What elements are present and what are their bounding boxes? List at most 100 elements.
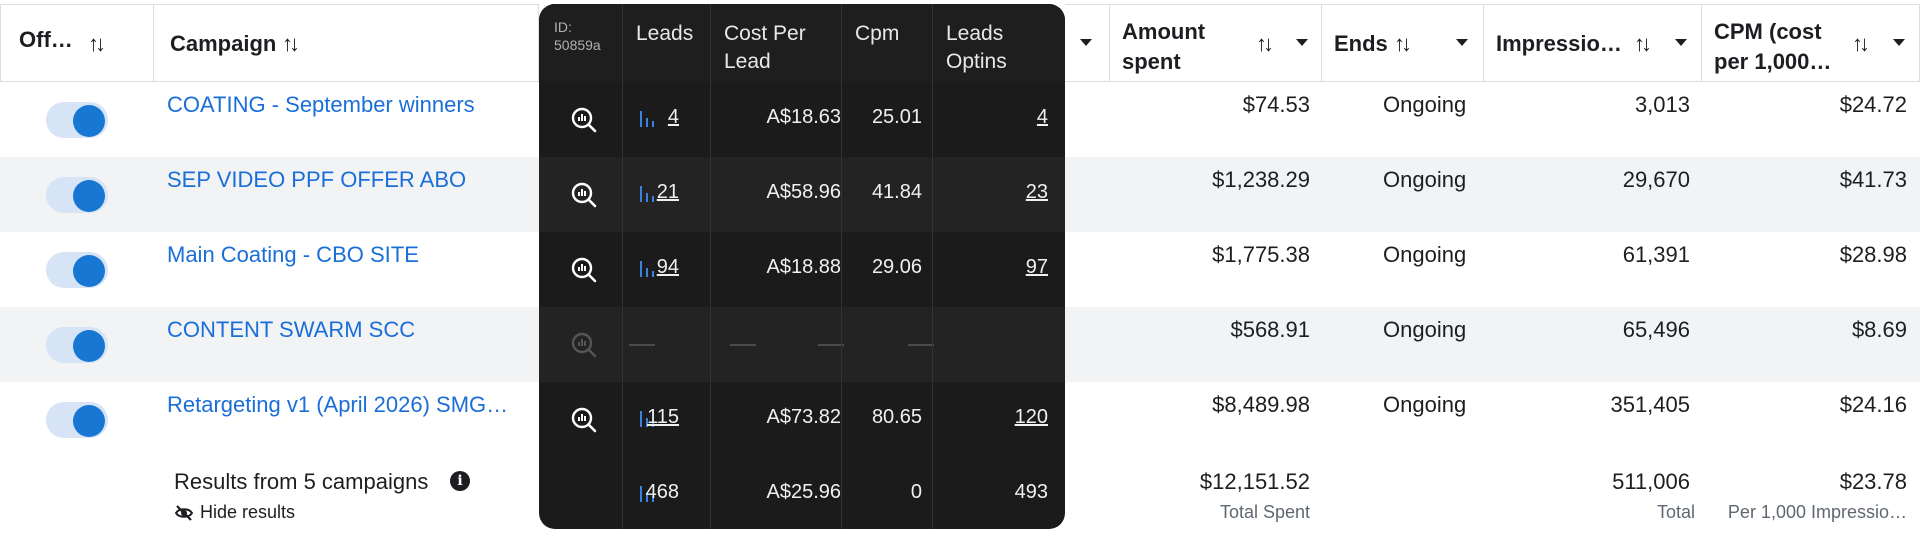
ends-cell: Ongoing bbox=[1383, 392, 1467, 417]
bar-chart-icon[interactable] bbox=[640, 184, 658, 202]
sort-arrows-icon[interactable]: ↑↓ bbox=[88, 31, 106, 56]
magnify-chart-icon[interactable] bbox=[569, 105, 599, 135]
overlay-header-cpm[interactable]: Cpm bbox=[855, 22, 900, 45]
overlay-cost-per-lead: A$73.82 bbox=[766, 406, 841, 428]
caret-down-icon[interactable] bbox=[1893, 39, 1905, 46]
overlay-id-label: ID: bbox=[554, 19, 572, 35]
overlay-row[interactable]: 115 A$73.82 80.65 120 bbox=[539, 382, 1065, 457]
overlay-leads-link[interactable]: 115 bbox=[647, 406, 679, 428]
caret-down-icon[interactable] bbox=[1296, 39, 1308, 46]
caret-down-icon[interactable] bbox=[1456, 39, 1468, 46]
overlay-leads-link[interactable]: 94 bbox=[656, 256, 679, 278]
overlay-col-divider bbox=[622, 4, 623, 529]
col-header-impressions-label: Impressio… bbox=[1496, 31, 1622, 56]
impressions-cell: 3,013 bbox=[1634, 92, 1690, 117]
col-header-amount-spent[interactable]: Amount spent ↑↓ bbox=[1110, 4, 1322, 82]
eye-slash-icon[interactable] bbox=[174, 503, 194, 523]
overlay-cpm-value: 80.65 bbox=[871, 406, 922, 428]
overlay-cost-per-lead: A$18.63 bbox=[766, 106, 841, 128]
impressions-cell: 61,391 bbox=[1622, 242, 1690, 267]
overlay-total-leads: 468 bbox=[645, 481, 679, 503]
caret-down-icon[interactable] bbox=[1675, 39, 1687, 46]
col-header-hidden[interactable] bbox=[1065, 4, 1110, 82]
sort-arrows-icon[interactable]: ↑↓ bbox=[1852, 31, 1870, 56]
amount-spent-cell: $1,775.38 bbox=[1212, 242, 1310, 267]
overlay-cost-per-lead: A$18.88 bbox=[766, 256, 841, 278]
col-header-impressions[interactable]: Impressio… ↑↓ bbox=[1484, 4, 1702, 82]
magnify-chart-icon[interactable] bbox=[569, 180, 599, 210]
impressions-cell: 351,405 bbox=[1610, 392, 1690, 417]
summary-cpm-sub: Per 1,000 Impressio… bbox=[1727, 502, 1907, 522]
overlay-optins-link[interactable]: 4 bbox=[1036, 106, 1048, 128]
campaign-name-link[interactable]: SEP VIDEO PPF OFFER ABO bbox=[167, 167, 467, 192]
table-row[interactable]: Retargeting v1 (April 2026) SMG… $8,489.… bbox=[0, 382, 1920, 457]
leads-overlay-panel: ID: 50859a Leads Cost Per Lead Cpm Leads… bbox=[539, 4, 1065, 529]
overlay-total-cpm: 0 bbox=[910, 481, 922, 503]
col-header-ends[interactable]: Ends ↑↓ bbox=[1322, 4, 1484, 82]
sort-arrows-icon[interactable]: ↑↓ bbox=[282, 31, 300, 56]
summary-row: Results from 5 campaigns i Hide results … bbox=[0, 457, 1920, 540]
summary-cpm: $23.78 bbox=[1839, 469, 1907, 494]
overlay-total-cpl: A$25.96 bbox=[766, 481, 841, 503]
cpm-cell: $24.72 bbox=[1839, 92, 1907, 117]
campaign-toggle[interactable] bbox=[46, 102, 108, 138]
info-icon[interactable]: i bbox=[450, 471, 470, 491]
caret-down-icon[interactable] bbox=[1080, 39, 1092, 46]
overlay-header-leads[interactable]: Leads bbox=[636, 22, 694, 45]
magnify-chart-icon[interactable] bbox=[569, 330, 599, 360]
overlay-cpm-value: 29.06 bbox=[871, 256, 922, 278]
overlay-optins-link[interactable]: 23 bbox=[1025, 181, 1048, 203]
overlay-id-value: 50859a bbox=[554, 37, 601, 53]
overlay-optins-link[interactable]: 97 bbox=[1025, 256, 1048, 278]
toggle-knob bbox=[73, 330, 105, 362]
campaign-name-link[interactable]: Retargeting v1 (April 2026) SMG… bbox=[167, 392, 509, 417]
campaign-name-link[interactable]: COATING - September winners bbox=[167, 92, 475, 117]
sort-arrows-icon[interactable]: ↑↓ bbox=[1256, 31, 1274, 56]
amount-spent-cell: $8,489.98 bbox=[1212, 392, 1310, 417]
overlay-header-cpl-line1: Cost Per bbox=[724, 22, 806, 45]
campaign-name-link[interactable]: CONTENT SWARM SCC bbox=[167, 317, 416, 342]
overlay-header-cpl-line2: Lead bbox=[724, 50, 771, 73]
toggle-knob bbox=[73, 405, 105, 437]
overlay-row[interactable]: 4 A$18.63 25.01 4 bbox=[539, 82, 1065, 157]
table-row[interactable]: COATING - September winners $74.53 Ongoi… bbox=[0, 82, 1920, 157]
toggle-knob bbox=[73, 105, 105, 137]
campaign-toggle[interactable] bbox=[46, 402, 108, 438]
bar-chart-icon[interactable] bbox=[640, 109, 658, 127]
campaign-name-link[interactable]: Main Coating - CBO SITE bbox=[167, 242, 419, 267]
hide-results-link[interactable]: Hide results bbox=[200, 502, 296, 522]
overlay-header-leads-optins[interactable]: Leads Optins bbox=[946, 20, 1007, 76]
bar-chart-icon[interactable] bbox=[640, 259, 658, 277]
magnify-chart-icon[interactable] bbox=[569, 255, 599, 285]
campaign-toggle[interactable] bbox=[46, 252, 108, 288]
empty-value-dash bbox=[730, 344, 756, 346]
sort-arrows-icon[interactable]: ↑↓ bbox=[1634, 31, 1652, 56]
overlay-row[interactable]: 21 A$58.96 41.84 23 bbox=[539, 157, 1065, 232]
cpm-cell: $8.69 bbox=[1851, 317, 1907, 342]
cpm-cell: $41.73 bbox=[1839, 167, 1907, 192]
ends-cell: Ongoing bbox=[1383, 317, 1467, 342]
overlay-leads-link[interactable]: 21 bbox=[656, 181, 679, 203]
table-row[interactable]: Main Coating - CBO SITE $1,775.38 Ongoin… bbox=[0, 232, 1920, 307]
magnify-chart-icon[interactable] bbox=[569, 405, 599, 435]
sort-arrows-icon[interactable]: ↑↓ bbox=[1394, 31, 1412, 56]
bar-chart-icon[interactable] bbox=[640, 409, 658, 427]
campaign-toggle[interactable] bbox=[46, 327, 108, 363]
col-header-cpm[interactable]: CPM (cost per 1,000… ↑↓ bbox=[1702, 4, 1920, 82]
ends-cell: Ongoing bbox=[1383, 242, 1467, 267]
col-header-off[interactable]: Off… ↑↓ bbox=[0, 4, 154, 82]
overlay-row[interactable]: 94 A$18.88 29.06 97 bbox=[539, 232, 1065, 307]
overlay-total-row: 468 A$25.96 0 493 bbox=[539, 457, 1065, 529]
overlay-header-optins-line1: Leads bbox=[946, 22, 1004, 45]
campaign-toggle[interactable] bbox=[46, 177, 108, 213]
overlay-optins-link[interactable]: 120 bbox=[1014, 406, 1048, 428]
overlay-header-cost-per-lead[interactable]: Cost Per Lead bbox=[724, 20, 806, 76]
amount-spent-cell: $1,238.29 bbox=[1212, 167, 1310, 192]
col-header-ends-label: Ends bbox=[1334, 31, 1388, 56]
overlay-row[interactable] bbox=[539, 307, 1065, 382]
overlay-id: ID: 50859a bbox=[554, 18, 601, 54]
overlay-leads-link[interactable]: 4 bbox=[667, 106, 679, 128]
col-header-campaign-label: Campaign bbox=[170, 31, 277, 56]
col-header-campaign[interactable]: Campaign ↑↓ bbox=[154, 4, 539, 82]
